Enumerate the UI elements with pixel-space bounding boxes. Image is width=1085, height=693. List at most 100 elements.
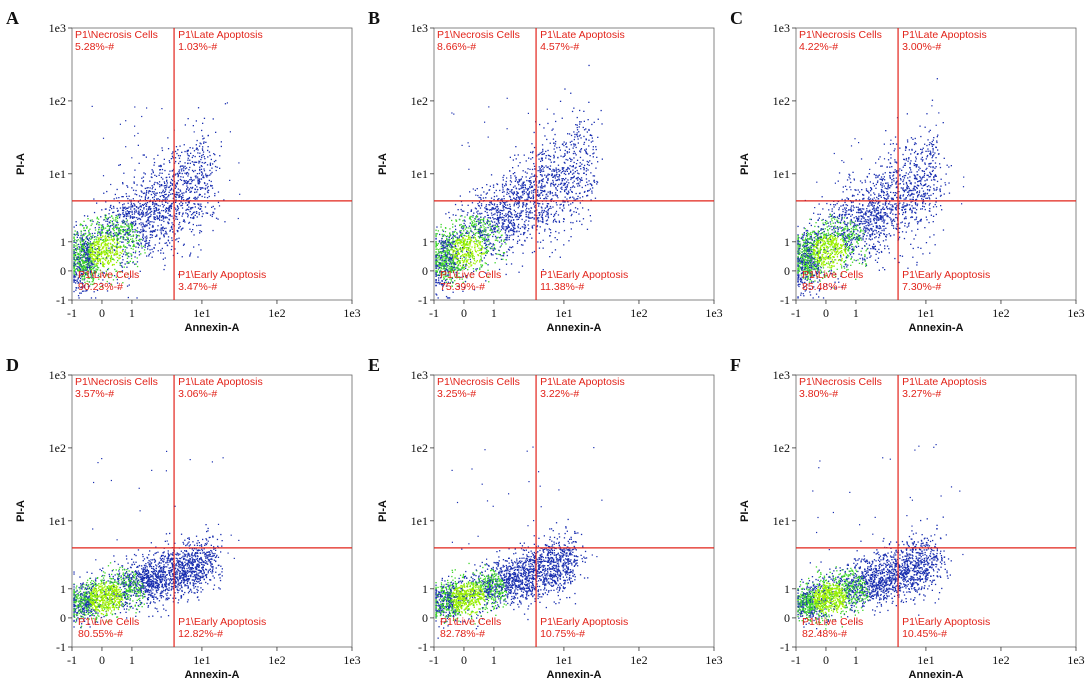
early-apoptosis-quadrant-percent: 3.47%-# — [178, 281, 217, 293]
late-apoptosis-quadrant-name: P1\Late Apoptosis — [178, 376, 263, 388]
x-tick-label: 1e3 — [705, 653, 722, 667]
x-tick-label: 1e2 — [630, 306, 647, 320]
y-axis-title: PI-A — [377, 500, 389, 522]
late-apoptosis-quadrant-name: P1\Late Apoptosis — [902, 29, 987, 41]
necrosis-quadrant-percent: 5.28%-# — [75, 41, 114, 53]
panel-d: D -1 0 1 1e1 1e2 1e3 -1 0 1 1e1 1e2 1e3 Annexin-A PI-A… — [0, 347, 361, 693]
x-tick-label: 1 — [129, 306, 135, 320]
late-apoptosis-quadrant-name: P1\Late Apoptosis — [902, 376, 987, 388]
x-axis-title: Annexin-A — [909, 322, 964, 334]
y-tick-label: 1e1 — [49, 167, 66, 181]
x-tick-label: 1e3 — [1067, 653, 1084, 667]
y-tick-label: 0 — [60, 264, 66, 278]
flow-cytometry-plot: -1 0 1 1e1 1e2 1e3 -1 0 1 1e1 1e2 1e3 Annexin-A PI-A P… — [739, 368, 1085, 681]
x-tick-label: -1 — [429, 306, 439, 320]
panel-b: B -1 0 1 1e1 1e2 1e3 -1 0 1 1e1 1e2 1e3 Annexin-A PI-A… — [362, 0, 723, 346]
live-cells-quadrant-percent: 90.23%-# — [78, 281, 123, 293]
y-axis-title: PI-A — [739, 153, 751, 175]
x-tick-label: 1 — [129, 653, 135, 667]
x-axis-title: Annexin-A — [185, 322, 240, 334]
x-tick-label: 1e1 — [193, 306, 210, 320]
x-tick-label: 1e3 — [705, 306, 722, 320]
live-cells-quadrant-percent: 75.39%-# — [440, 281, 485, 293]
x-axis-title: Annexin-A — [185, 669, 240, 681]
live-cells-quadrant-name: P1\Live Cells — [802, 616, 863, 628]
y-tick-label: 0 — [784, 264, 790, 278]
x-tick-label: 0 — [823, 653, 829, 667]
y-tick-label: 1e2 — [411, 441, 428, 455]
necrosis-quadrant-name: P1\Necrosis Cells — [437, 29, 520, 41]
live-cells-quadrant-name: P1\Live Cells — [78, 616, 139, 628]
panel-e: E -1 0 1 1e1 1e2 1e3 -1 0 1 1e1 1e2 1e3 Annexin-A PI-A… — [362, 347, 723, 693]
x-tick-label: -1 — [791, 653, 801, 667]
live-cells-quadrant-percent: 80.55%-# — [78, 628, 123, 640]
early-apoptosis-quadrant-name: P1\Early Apoptosis — [540, 616, 628, 628]
y-tick-label: -1 — [418, 640, 428, 654]
y-axis-title: PI-A — [15, 153, 27, 175]
y-tick-label: 1e2 — [773, 441, 790, 455]
y-tick-label: 1e1 — [411, 514, 428, 528]
necrosis-quadrant-percent: 4.22%-# — [799, 41, 838, 53]
early-apoptosis-quadrant-percent: 11.38%-# — [540, 281, 584, 293]
panel-letter: B — [368, 8, 381, 28]
x-tick-label: -1 — [67, 306, 77, 320]
necrosis-quadrant-name: P1\Necrosis Cells — [799, 376, 882, 388]
y-tick-label: -1 — [780, 640, 790, 654]
y-tick-label: 1 — [784, 582, 790, 596]
y-tick-label: -1 — [780, 293, 790, 307]
y-tick-label: 1e2 — [49, 441, 66, 455]
x-axis-title: Annexin-A — [547, 669, 602, 681]
event-dots — [435, 64, 603, 299]
x-tick-label: 1e2 — [268, 653, 285, 667]
y-tick-label: 1e1 — [773, 514, 790, 528]
y-tick-label: 1 — [60, 235, 66, 249]
live-cells-quadrant-name: P1\Live Cells — [78, 269, 139, 281]
live-cells-quadrant-name: P1\Live Cells — [440, 269, 501, 281]
x-tick-label: 0 — [823, 306, 829, 320]
x-tick-label: 1 — [853, 306, 859, 320]
early-apoptosis-quadrant-name: P1\Early Apoptosis — [540, 269, 628, 281]
x-tick-label: 1e2 — [268, 306, 285, 320]
late-apoptosis-quadrant-percent: 3.22%-# — [540, 388, 579, 400]
plot-frame — [433, 27, 715, 301]
x-tick-label: 1e3 — [343, 306, 360, 320]
y-tick-label: 1e3 — [411, 21, 428, 35]
early-apoptosis-quadrant-percent: 10.45%-# — [902, 628, 947, 640]
late-apoptosis-quadrant-percent: 3.27%-# — [902, 388, 941, 400]
x-tick-label: 1 — [491, 306, 497, 320]
y-tick-label: -1 — [418, 293, 428, 307]
x-axis-title: Annexin-A — [547, 322, 602, 334]
late-apoptosis-quadrant-percent: 3.06%-# — [178, 388, 217, 400]
x-tick-label: 0 — [99, 306, 105, 320]
necrosis-quadrant-percent: 3.57%-# — [75, 388, 114, 400]
x-tick-label: -1 — [791, 306, 801, 320]
necrosis-quadrant-name: P1\Necrosis Cells — [75, 29, 158, 41]
y-tick-label: -1 — [56, 293, 66, 307]
y-tick-label: 1e3 — [773, 21, 790, 35]
y-tick-label: 0 — [422, 611, 428, 625]
early-apoptosis-quadrant-percent: 10.75%-# — [540, 628, 585, 640]
late-apoptosis-quadrant-name: P1\Late Apoptosis — [178, 29, 263, 41]
x-tick-label: 1e1 — [555, 306, 572, 320]
y-tick-label: 1e2 — [49, 94, 66, 108]
panel-letter: E — [368, 355, 381, 375]
panel-letter: A — [6, 8, 19, 28]
x-tick-label: 1e2 — [992, 306, 1009, 320]
y-tick-label: 1e3 — [49, 368, 66, 382]
panel-letter: C — [730, 8, 743, 28]
x-tick-label: 0 — [461, 653, 467, 667]
late-apoptosis-quadrant-percent: 4.57%-# — [540, 41, 579, 53]
flow-cytometry-plot: -1 0 1 1e1 1e2 1e3 -1 0 1 1e1 1e2 1e3 Annexin-A PI-A P… — [15, 368, 361, 681]
late-apoptosis-quadrant-percent: 1.03%-# — [178, 41, 217, 53]
early-apoptosis-quadrant-name: P1\Early Apoptosis — [178, 616, 266, 628]
live-cells-quadrant-percent: 85.48%-# — [802, 281, 847, 293]
y-tick-label: 1e3 — [411, 368, 428, 382]
y-tick-label: 0 — [422, 264, 428, 278]
early-apoptosis-quadrant-name: P1\Early Apoptosis — [178, 269, 266, 281]
live-cells-quadrant-name: P1\Live Cells — [440, 616, 501, 628]
y-tick-label: 1e2 — [411, 94, 428, 108]
x-tick-label: -1 — [67, 653, 77, 667]
y-tick-label: 1e1 — [411, 167, 428, 181]
y-tick-label: 1e1 — [773, 167, 790, 181]
x-tick-label: 0 — [461, 306, 467, 320]
